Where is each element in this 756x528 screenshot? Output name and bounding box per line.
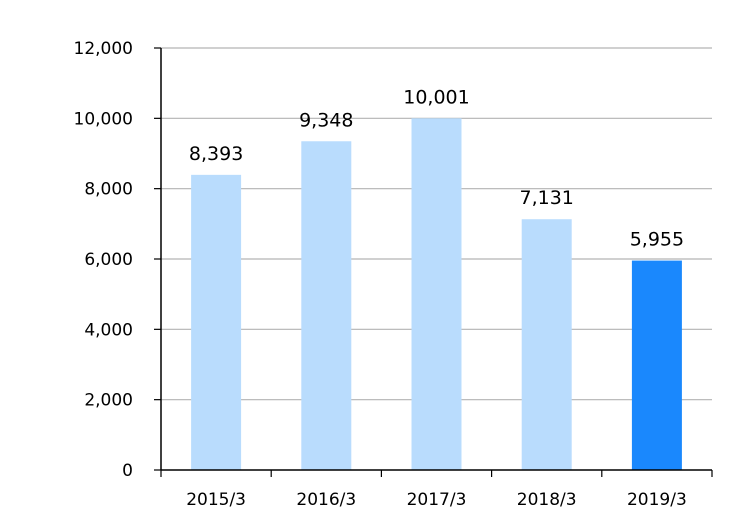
bar-2018-3 — [521, 219, 572, 470]
data-label: 9,348 — [299, 109, 353, 131]
y-tick-label: 12,000 — [74, 39, 133, 59]
data-label: 10,001 — [403, 86, 469, 108]
y-tick-label: 6,000 — [84, 250, 133, 270]
y-tick-label: 0 — [122, 461, 133, 481]
x-tick-label: 2015/3 — [186, 490, 246, 510]
bar-2017-3 — [411, 118, 462, 471]
y-tick-labels: 0 2,000 4,000 6,000 8,000 10,000 12,000 — [74, 39, 133, 481]
x-tick-label: 2019/3 — [627, 490, 687, 510]
y-tick-label: 10,000 — [74, 109, 133, 129]
x-tick-label: 2017/3 — [407, 490, 467, 510]
x-tick-label: 2016/3 — [296, 490, 356, 510]
data-labels: 8,393 9,348 10,001 7,131 5,955 — [189, 86, 684, 250]
bar-2016-3 — [301, 141, 352, 470]
bar-2015-3 — [191, 174, 242, 470]
data-label: 7,131 — [519, 187, 573, 209]
axes — [154, 47, 713, 477]
bars — [191, 118, 682, 471]
data-label: 5,955 — [630, 229, 684, 251]
bar-2019-3 — [631, 260, 682, 470]
x-tick-label: 2018/3 — [517, 490, 577, 510]
y-tick-label: 4,000 — [84, 320, 133, 340]
y-tick-label: 2,000 — [84, 391, 133, 411]
x-tick-labels: 2015/3 2016/3 2017/3 2018/3 2019/3 — [186, 490, 687, 510]
y-tick-label: 8,000 — [84, 180, 133, 200]
data-label: 8,393 — [189, 143, 243, 165]
